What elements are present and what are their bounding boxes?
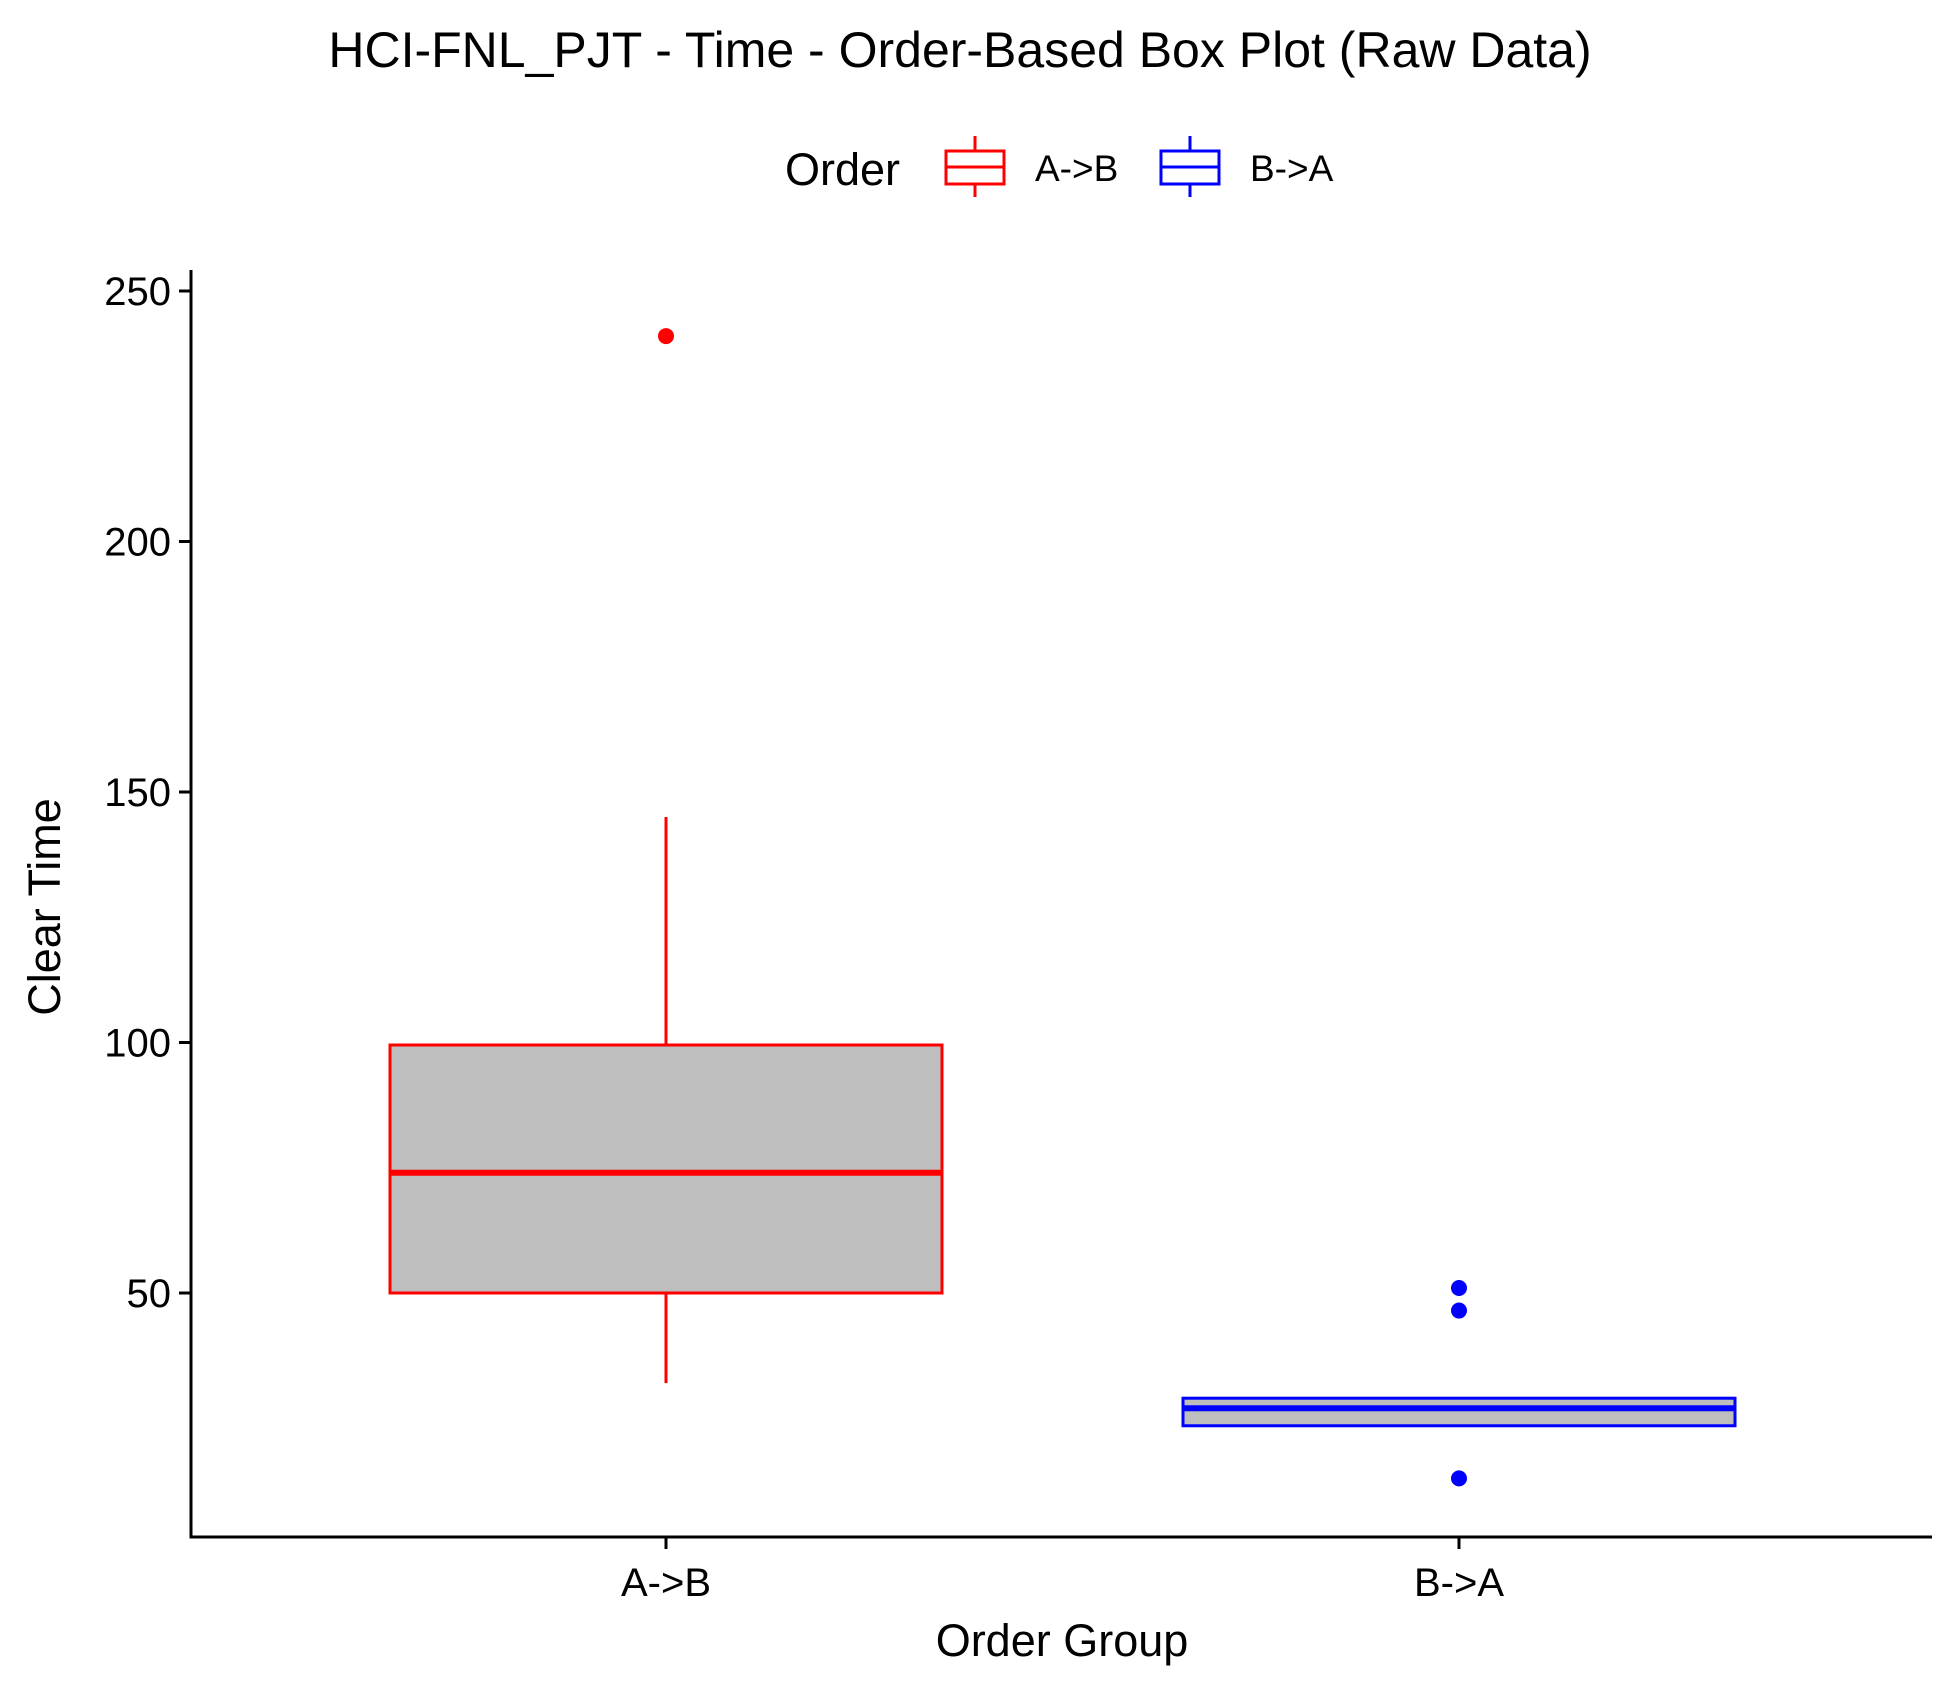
x-axis-ticks: A->B B->A	[621, 1537, 1504, 1605]
x-tick-label: B->A	[1414, 1561, 1504, 1605]
box-group-b-to-a	[1181, 1279, 1737, 1487]
y-axis-ticks: 50 100 150 200 250	[104, 270, 191, 1316]
box-group-a-to-b	[388, 328, 944, 1384]
x-axis-title: Order Group	[936, 1615, 1189, 1666]
y-axis-title: Clear Time	[19, 798, 70, 1016]
box-iqr	[388, 1043, 944, 1295]
plot-area	[388, 328, 1737, 1487]
y-tick-label: 50	[127, 1272, 172, 1316]
y-tick-label: 150	[104, 771, 171, 815]
chart-title: HCI-FNL_PJT - Time - Order-Based Box Plo…	[328, 22, 1591, 78]
y-tick-label: 200	[104, 521, 171, 565]
box-iqr	[1181, 1396, 1737, 1428]
legend-label: B->A	[1250, 148, 1334, 189]
outlier-point	[1451, 1302, 1467, 1319]
x-tick-label: A->B	[621, 1561, 711, 1605]
legend: Order A->B B->A	[785, 136, 1334, 197]
legend-item-a-to-b: A->B	[944, 136, 1118, 197]
legend-item-b-to-a: B->A	[1159, 136, 1334, 197]
outlier-point	[1451, 1279, 1467, 1296]
outlier-point	[1451, 1470, 1467, 1487]
legend-title: Order	[785, 144, 900, 195]
y-tick-label: 100	[104, 1022, 171, 1066]
outlier-point	[658, 328, 674, 345]
legend-label: A->B	[1035, 148, 1118, 189]
y-tick-label: 250	[104, 270, 171, 314]
